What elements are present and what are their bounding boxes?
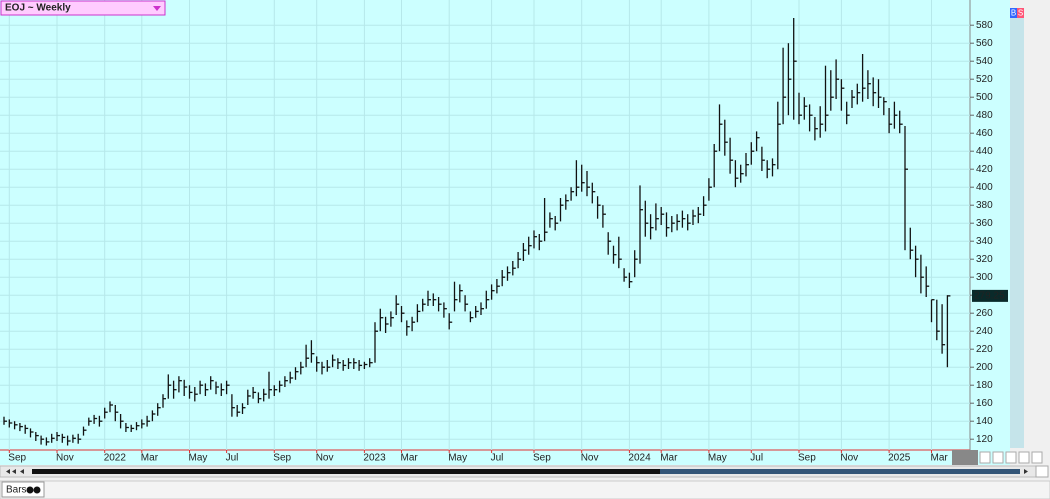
title-dropdown-arrow[interactable] xyxy=(153,6,161,11)
title-box[interactable] xyxy=(0,0,166,16)
scroll-track xyxy=(32,469,1020,474)
x-tick-label: Jul xyxy=(226,453,239,464)
x-tick-label: 2023 xyxy=(363,453,386,464)
x-tick-label: Mar xyxy=(931,453,949,464)
x-tick-label: Mar xyxy=(401,453,419,464)
x-tick-label: Sep xyxy=(273,453,291,464)
scroll-left[interactable] xyxy=(20,469,24,474)
axis-tool-button[interactable] xyxy=(1018,451,1030,464)
bottom-toolbar xyxy=(0,480,1050,499)
x-tick-label: Nov xyxy=(581,453,599,464)
y-tick-label: 200 xyxy=(976,362,993,373)
scroll-thumb[interactable] xyxy=(660,469,1020,474)
y-tick-label: 140 xyxy=(976,416,993,427)
y-tick-label: 420 xyxy=(976,164,993,175)
x-tick-label: Sep xyxy=(8,453,26,464)
x-tick-label: Nov xyxy=(316,453,334,464)
x-tick-label: May xyxy=(708,453,727,464)
y-tick-label: 240 xyxy=(976,326,993,337)
x-tick-label: 2025 xyxy=(888,453,911,464)
y-tick-label: 500 xyxy=(976,92,993,103)
y-tick-label: 460 xyxy=(976,128,993,139)
y-tick-label: 340 xyxy=(976,236,993,247)
x-tick-label: Nov xyxy=(840,453,858,464)
bars-tab[interactable] xyxy=(1,481,45,498)
x-tick-label: Mar xyxy=(141,453,159,464)
y-tick-label: 160 xyxy=(976,398,993,409)
x-tick-label: 2024 xyxy=(628,453,651,464)
bars-tab-label: Bars xyxy=(6,485,27,496)
grid xyxy=(0,0,970,450)
y-tick-label: 540 xyxy=(976,56,993,67)
y-tick-label: 300 xyxy=(976,272,993,283)
x-tick-label: 2022 xyxy=(104,453,127,464)
y-tick-label: 440 xyxy=(976,146,993,157)
last-price-box xyxy=(972,289,1008,302)
axis-tool-button[interactable] xyxy=(992,451,1004,464)
tab-icon xyxy=(26,486,34,494)
y-tick-label: 380 xyxy=(976,200,993,211)
y-tick-label: 400 xyxy=(976,182,993,193)
axis-tool-button[interactable] xyxy=(1005,451,1017,464)
sell-label: S xyxy=(1018,9,1023,18)
x-tick-label: Nov xyxy=(56,453,74,464)
scroll-left-fast[interactable] xyxy=(6,469,16,474)
price-axis-area xyxy=(970,0,1010,450)
x-tick-label: May xyxy=(448,453,467,464)
x-tick-label: Jul xyxy=(491,453,504,464)
x-tick-label: Jul xyxy=(750,453,763,464)
scroll-end-button[interactable] xyxy=(1035,465,1049,478)
y-tick-label: 220 xyxy=(976,344,993,355)
sell-button[interactable] xyxy=(1017,8,1024,18)
y-tick-label: 120 xyxy=(976,434,993,445)
x-tick-label: Sep xyxy=(533,453,551,464)
tab-icon xyxy=(33,486,41,494)
axes: 1201401601802002202402602803003203403603… xyxy=(8,20,1008,464)
y-tick-label: 320 xyxy=(976,254,993,265)
y-tick-label: 480 xyxy=(976,110,993,121)
axis-tool-button[interactable] xyxy=(1031,451,1043,464)
scroll-right[interactable] xyxy=(1024,469,1028,474)
side-strip xyxy=(1010,18,1024,448)
chart-title: EOJ ~ Weekly xyxy=(5,3,71,14)
current-period-marker xyxy=(952,450,978,465)
y-tick-label: 520 xyxy=(976,74,993,85)
buy-button[interactable] xyxy=(1010,8,1017,18)
axis-tool-button[interactable] xyxy=(979,451,991,464)
buy-label: B xyxy=(1011,9,1016,18)
x-tick-label: May xyxy=(189,453,208,464)
x-tick-label: Mar xyxy=(660,453,678,464)
y-tick-label: 580 xyxy=(976,20,993,31)
plot-area xyxy=(0,0,970,450)
y-tick-label: 260 xyxy=(976,308,993,319)
y-tick-label: 360 xyxy=(976,218,993,229)
time-axis-area xyxy=(0,450,1010,465)
last-price-label: 279.25 xyxy=(974,291,1005,302)
y-tick-label: 180 xyxy=(976,380,993,391)
bars xyxy=(3,18,951,446)
x-tick-label: Sep xyxy=(798,453,816,464)
axis-tools xyxy=(979,451,1043,464)
y-tick-label: 560 xyxy=(976,38,993,49)
